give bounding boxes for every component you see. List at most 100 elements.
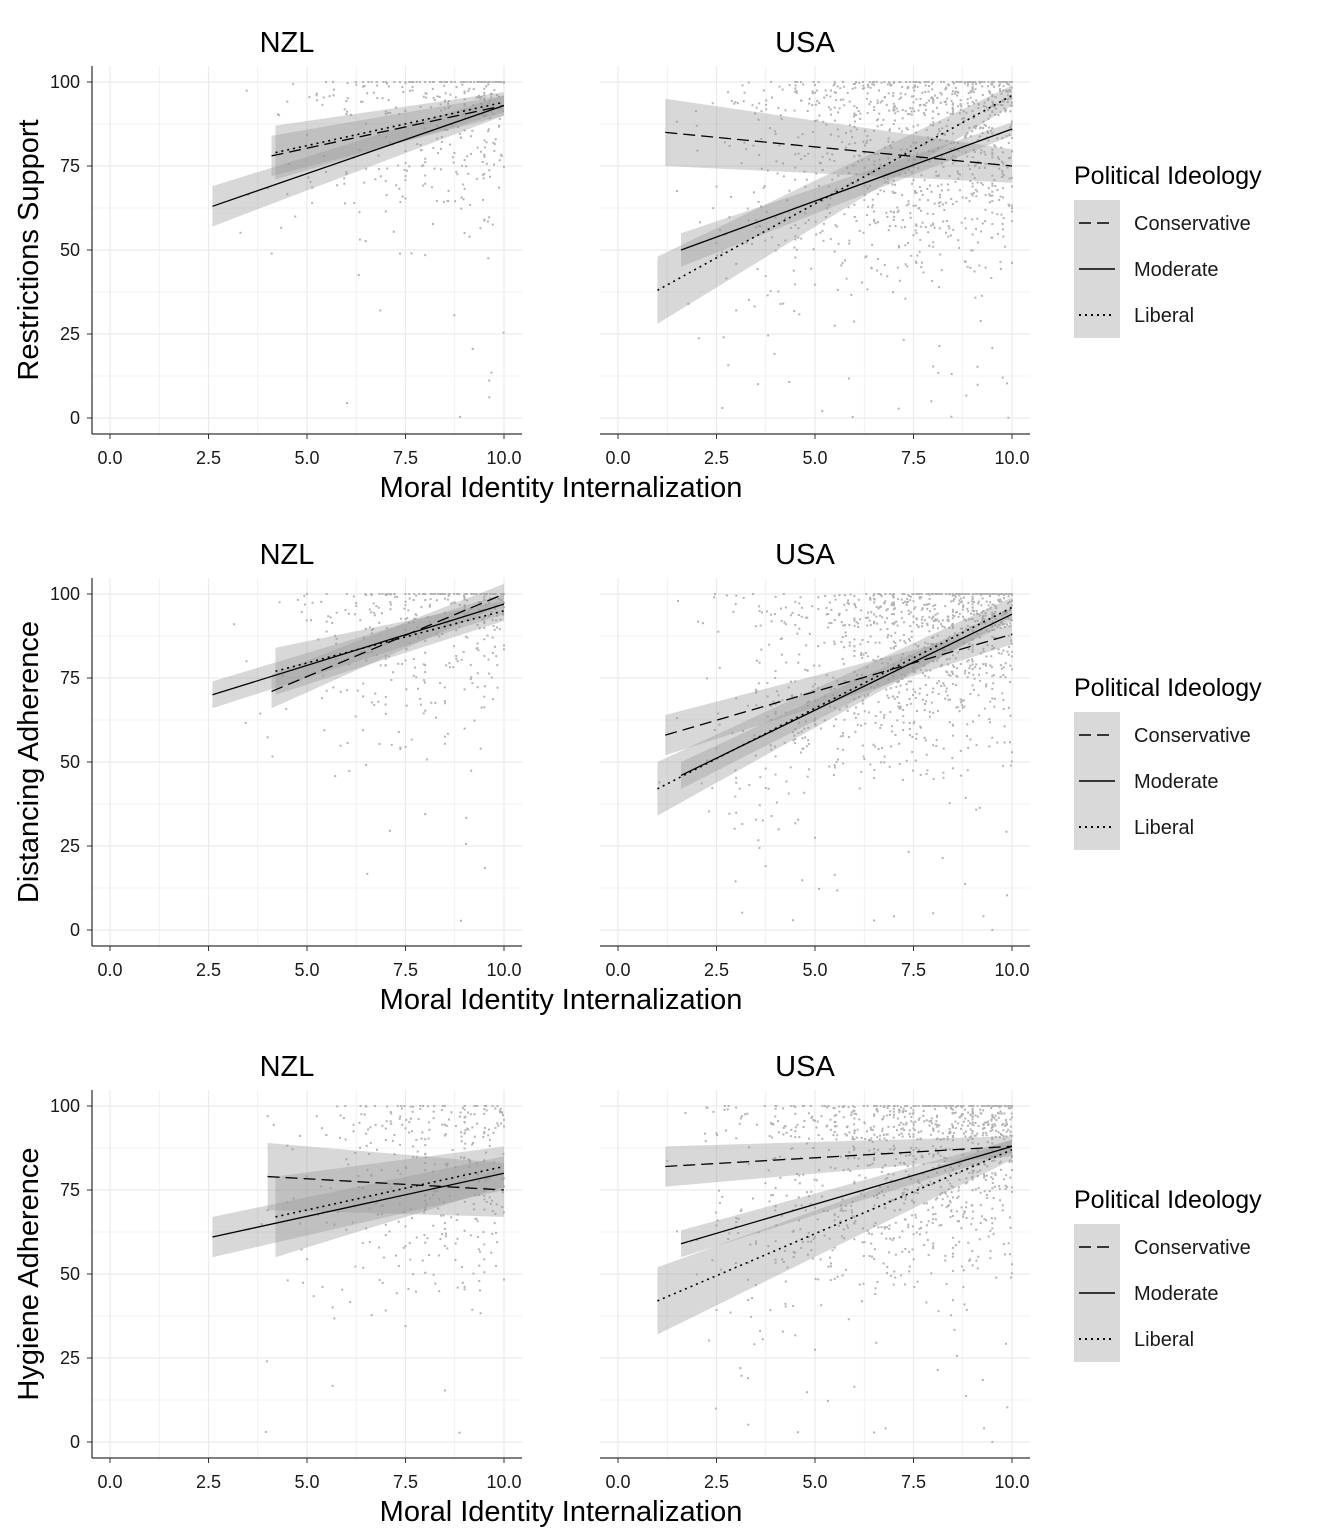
data-point: [893, 621, 896, 624]
data-point: [832, 676, 835, 679]
data-point: [828, 622, 831, 625]
data-point: [764, 103, 767, 106]
data-point: [912, 1233, 915, 1236]
data-point: [794, 166, 797, 169]
data-point: [902, 1107, 905, 1110]
data-point: [465, 593, 468, 595]
data-point: [970, 249, 973, 252]
data-point: [889, 1148, 892, 1151]
data-point: [913, 1129, 916, 1132]
data-point: [875, 605, 878, 608]
data-point: [756, 659, 759, 662]
data-point: [931, 1183, 934, 1186]
data-point: [971, 218, 974, 221]
data-point: [464, 1129, 467, 1132]
data-point: [950, 99, 953, 102]
data-point: [738, 1122, 741, 1125]
data-point: [975, 82, 978, 85]
fit-line-conservative: [267, 1175, 505, 1191]
data-point: [328, 95, 331, 98]
data-point: [948, 593, 951, 595]
legend-title: Political Ideology: [1074, 674, 1262, 702]
data-point: [850, 1111, 853, 1114]
data-point: [958, 1178, 961, 1181]
data-point: [377, 606, 380, 609]
data-point: [1000, 1133, 1003, 1136]
data-point: [958, 637, 961, 640]
data-point: [883, 761, 886, 764]
data-point: [446, 598, 449, 601]
data-point: [440, 1109, 443, 1112]
data-point: [882, 190, 885, 193]
x-tick-label: 5.0: [802, 448, 827, 468]
data-point: [731, 732, 734, 735]
data-point: [362, 81, 365, 83]
data-point: [1011, 204, 1013, 207]
data-point: [488, 1144, 491, 1147]
data-point: [934, 1148, 937, 1151]
data-point: [935, 1115, 938, 1118]
data-point: [967, 81, 970, 83]
data-point: [914, 606, 917, 609]
data-point: [878, 1138, 881, 1141]
data-point: [742, 729, 745, 732]
data-point: [940, 593, 943, 595]
data-point: [443, 597, 446, 600]
data-point: [938, 593, 941, 595]
data-point: [494, 138, 497, 141]
data-point: [890, 745, 893, 748]
data-point: [892, 1199, 895, 1202]
data-point: [876, 193, 879, 196]
ci-band-conservative: [665, 1136, 1012, 1187]
data-point: [458, 625, 461, 628]
data-point: [909, 599, 912, 602]
data-point: [876, 1110, 879, 1113]
data-point: [998, 1136, 1001, 1139]
data-point: [908, 153, 911, 156]
data-point: [847, 1168, 850, 1171]
data-point: [923, 646, 926, 649]
data-point: [887, 634, 890, 637]
data-point: [936, 1369, 939, 1372]
data-point: [886, 1186, 889, 1189]
data-point: [1002, 674, 1005, 677]
data-point: [453, 81, 456, 83]
data-point: [987, 81, 990, 83]
data-point: [853, 1182, 856, 1185]
data-point: [960, 1227, 963, 1230]
data-point: [951, 112, 954, 115]
data-point: [1011, 1156, 1013, 1159]
data-point: [987, 187, 990, 190]
data-point: [991, 593, 994, 595]
data-point: [714, 593, 717, 595]
data-point: [997, 648, 1000, 651]
data-point: [977, 1163, 980, 1166]
data-point: [409, 1105, 412, 1108]
data-point: [323, 729, 326, 732]
data-point: [833, 1131, 836, 1134]
data-point: [792, 739, 795, 742]
data-point: [734, 880, 737, 883]
data-point: [1001, 151, 1004, 154]
data-point: [1009, 681, 1012, 684]
data-point: [932, 1242, 935, 1245]
data-point: [370, 594, 373, 597]
data-point: [244, 721, 247, 724]
data-point: [971, 618, 974, 621]
data-point: [1008, 608, 1011, 611]
data-point: [948, 802, 951, 805]
data-point: [442, 593, 445, 595]
data-point: [969, 692, 972, 695]
data-point: [901, 108, 904, 111]
data-point: [974, 127, 977, 130]
data-point: [829, 113, 832, 116]
data-point: [424, 254, 427, 257]
data-point: [498, 159, 501, 162]
data-point: [384, 1223, 387, 1226]
data-point: [898, 98, 901, 101]
data-point: [887, 696, 890, 699]
data-point: [359, 1146, 362, 1149]
data-point: [843, 646, 846, 649]
data-point: [903, 593, 906, 595]
data-point: [493, 1161, 496, 1164]
